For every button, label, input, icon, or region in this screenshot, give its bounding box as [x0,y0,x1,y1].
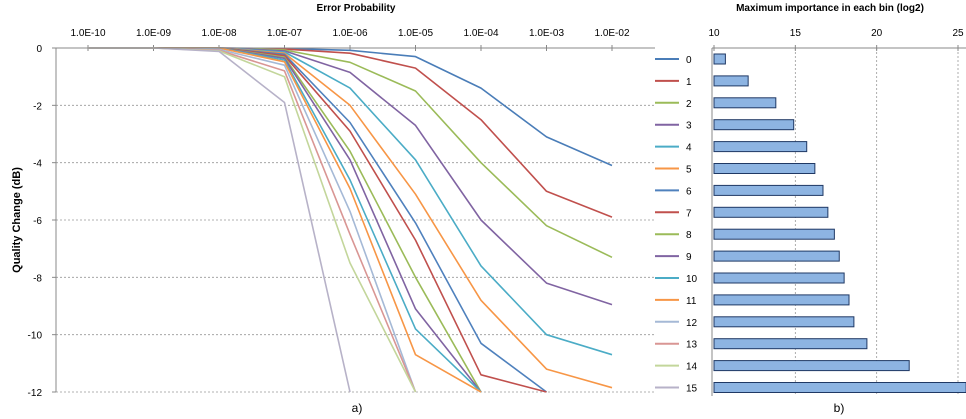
chart-a-x-tick-label: 1.0E-07 [267,28,302,39]
chart-b-bar-8 [713,228,835,240]
chart-a-legend-label: 7 [686,208,692,219]
chart-a-legend-item-11: 11 [655,296,697,307]
chart-a-x-tick-label: 1.0E-03 [529,28,564,39]
chart-a-x-tick-label: 1.0E-05 [398,28,433,39]
chart-a-series-5-line [88,47,613,389]
chart-a-legend-label: 4 [686,143,692,154]
chart-a-y-tick-label: -8 [33,273,42,284]
chart-a-legend-label: 3 [686,121,692,132]
chart-a-legend-item-3: 3 [655,121,692,132]
chart-a-x-tick-label: 1.0E-10 [70,28,105,39]
chart-a-line: Error Probability 0 -2 -4 -6 -8 -10 -12 1.0E-1… [11,3,698,415]
chart-a-legend-label: 0 [686,55,692,66]
chart-b-bar-14 [713,360,910,372]
chart-b-bar-12 [713,316,855,328]
chart-a-y-tick-label: -6 [33,216,42,227]
chart-a-y-tick-label: 0 [36,44,42,55]
chart-a-legend-item-15: 15 [655,384,698,395]
chart-b-bar-2 [713,97,777,109]
chart-a-legend-item-12: 12 [655,318,698,329]
chart-a-y-tick-label: -10 [28,331,43,342]
chart-b-x-tick-label: 25 [952,28,964,39]
chart-b-x-tick-labels: 10 15 20 25 [708,28,964,39]
chart-a-legend-item-1: 1 [655,77,692,88]
chart-b-title: Maximum importance in each bin (log2) [736,3,924,14]
chart-b-bar-7 [713,206,829,218]
chart-a-series-4-line [88,47,613,356]
chart-b-x-tick-label: 20 [871,28,883,39]
chart-a-legend-label: 14 [686,362,698,373]
chart-a-legend-label: 15 [686,384,698,395]
chart-a-legend-label: 11 [686,296,697,307]
chart-b-bar: Maximum importance in each bin (log2) 10… [708,3,966,415]
chart-a-y-tick-label: -4 [33,159,42,170]
chart-b-panel-label: b) [834,401,845,415]
chart-a-y-tick-label: -12 [28,388,43,399]
chart-a-legend-label: 1 [686,77,692,88]
chart-b-bar-1 [713,75,749,87]
chart-b-bar-0 [713,53,726,65]
chart-a-legend-item-10: 10 [655,274,698,285]
chart-a-legend-label: 6 [686,186,692,197]
chart-b-bars [713,53,966,393]
chart-a-x-tick-label: 1.0E-06 [332,28,367,39]
chart-a-x-tick-label: 1.0E-02 [594,28,629,39]
chart-b-x-tick-label: 10 [708,28,720,39]
chart-b-bar-9 [713,250,840,262]
chart-b-bar-13 [713,338,868,350]
chart-a-legend-label: 2 [686,99,692,110]
chart-b-x-tick-label: 15 [790,28,802,39]
chart-a-legend-item-7: 7 [655,208,692,219]
chart-a-legend-item-9: 9 [655,252,692,263]
chart-a-x-tick-label: 1.0E-09 [136,28,171,39]
chart-b-bar-6 [713,184,824,196]
chart-a-legend-item-8: 8 [655,230,692,241]
chart-a-y-tick-label: -2 [33,101,42,112]
chart-b-bar-10 [713,272,845,284]
chart-a-x-tick-labels: 1.0E-10 1.0E-09 1.0E-08 1.0E-07 1.0E-06 1.0E-… [70,28,629,39]
chart-a-legend-label: 13 [686,340,698,351]
chart-a-legend-item-0: 0 [655,55,692,66]
chart-a-legend-label: 12 [686,318,698,329]
chart-b-bar-5 [713,163,816,174]
chart-a-legend-item-4: 4 [655,143,692,154]
chart-a-legend-item-2: 2 [655,99,692,110]
chart-a-series-0-line [88,47,613,167]
chart-a-title: Error Probability [317,3,396,14]
chart-a-legend-label: 8 [686,230,692,241]
chart-a-panel-label: a) [352,401,363,415]
chart-b-bar-4 [713,141,808,153]
chart-a-legend-label: 5 [686,165,692,176]
chart-a-legend-item-5: 5 [655,165,692,176]
chart-a-x-tick-label: 1.0E-08 [201,28,236,39]
chart-a-legend-label: 10 [686,274,698,285]
chart-a-y-axis-title: Quality Change (dB) [11,167,23,273]
chart-a-legend-item-13: 13 [655,340,698,351]
chart-a-x-tick-label: 1.0E-04 [463,28,498,39]
chart-a-legend-label: 9 [686,252,692,263]
chart-a-legend-item-14: 14 [655,362,698,373]
chart-b-bar-11 [713,294,850,306]
chart-a-y-tick-labels: 0 -2 -4 -6 -8 -10 -12 [28,44,43,399]
chart-b-bar-3 [713,119,795,131]
chart-a-legend-item-6: 6 [655,186,692,197]
chart-b-bar-15 [713,382,966,393]
